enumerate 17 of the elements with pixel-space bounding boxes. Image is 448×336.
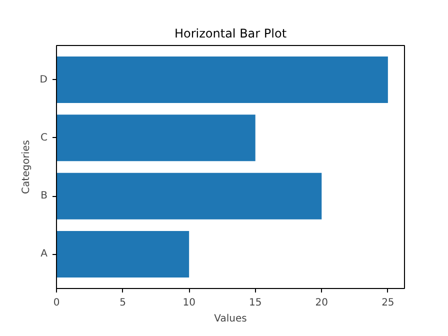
x-tick-label: 25 <box>382 298 394 308</box>
chart-title: Horizontal Bar Plot <box>174 26 287 40</box>
x-axis-title: Values <box>214 314 247 324</box>
y-tick-label: B <box>40 190 48 202</box>
x-tick-label: 5 <box>120 298 126 308</box>
x-tick-label: 15 <box>248 298 262 308</box>
bar <box>56 56 388 104</box>
bar <box>56 114 256 162</box>
x-tick-label: 20 <box>315 298 328 308</box>
bar <box>56 230 190 278</box>
y-tick-label: C <box>40 132 48 144</box>
y-axis-title: Categories <box>20 140 32 194</box>
y-tick-label: D <box>40 74 48 86</box>
x-tick-label: 0 <box>53 298 60 308</box>
x-tick-label: 10 <box>182 298 196 308</box>
bar <box>56 172 322 220</box>
y-tick-label: A <box>40 248 48 260</box>
